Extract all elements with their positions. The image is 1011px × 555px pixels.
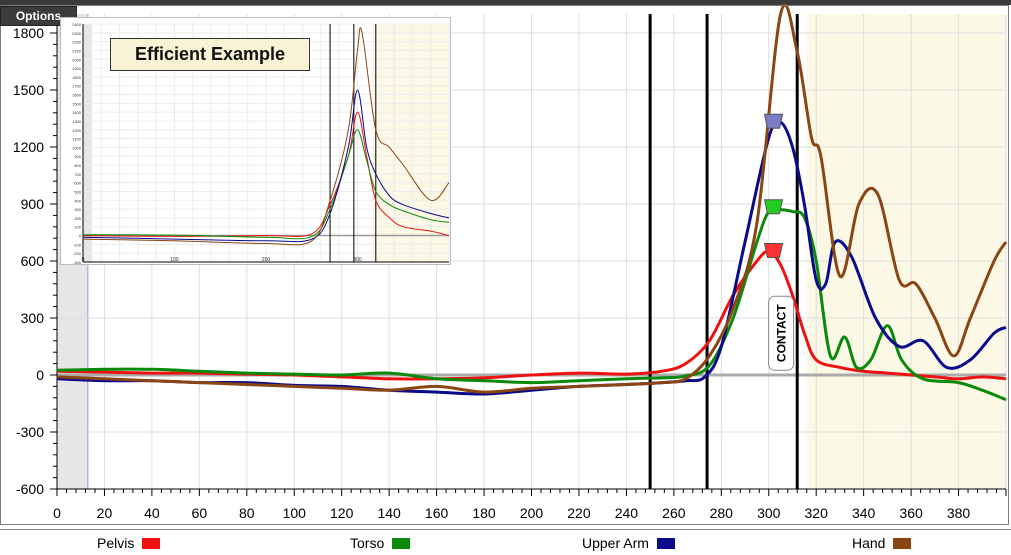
x-tick-label: 300: [757, 505, 781, 521]
inset-y-tick-label: -100: [73, 242, 82, 247]
inset-y-tick-label: 2200: [72, 40, 82, 45]
legend-swatch: [142, 538, 161, 549]
x-tick-label: 140: [377, 505, 401, 521]
window-top-bar: [0, 0, 1011, 5]
event-lines: [648, 14, 799, 489]
contact-label-box: [768, 295, 795, 371]
peak-markers: [763, 113, 784, 258]
axes: 0 20 40 60 80 100 120 140 160 180 200 220 240 260 280 3…: [13, 14, 1007, 521]
inset-y-tick-label: 2100: [72, 48, 82, 53]
x-tick-label: 340: [852, 505, 876, 521]
legend-item-upper-arm[interactable]: Upper Arm: [582, 535, 675, 551]
legend-item-hand[interactable]: Hand: [852, 535, 912, 551]
inset-y-tick-label: 500: [74, 189, 81, 194]
options-button[interactable]: Options: [0, 6, 77, 26]
inset-title: Efficient Example: [110, 38, 310, 71]
highlight-region: [806, 14, 1006, 489]
x-tick-label: 200: [520, 505, 544, 521]
inset-y-tick-label: 0: [79, 234, 82, 239]
inset-x-tick-label: 0: [82, 257, 85, 263]
legend-swatch: [656, 538, 675, 549]
inset-y-tick-label: 1700: [72, 84, 82, 89]
y-tick-label: 300: [21, 310, 45, 326]
x-tick-label: 320: [805, 505, 829, 521]
legend-label: Upper Arm: [582, 535, 649, 551]
inset-series-line-hand: [82, 27, 450, 246]
legend: Pelvis Torso Upper Arm Hand: [0, 529, 1011, 555]
legend-label: Hand: [852, 535, 886, 551]
x-tick-label: 0: [53, 505, 61, 521]
peak-marker-upper-arm: [763, 113, 784, 129]
x-tick-label: 360: [899, 505, 923, 521]
contact-annotation: CONTACT: [768, 295, 795, 371]
inset-y-tick-label: 1300: [72, 119, 82, 124]
x-tick-label: 240: [615, 505, 639, 521]
inset-series-line-upper-arm: [82, 89, 450, 243]
x-tick-label: 80: [239, 505, 255, 521]
x-tick-label: 260: [662, 505, 686, 521]
legend-item-torso[interactable]: Torso: [350, 535, 411, 551]
inset-chart: -300 -200 -100 0 100 200 300 400 500 600 700 800 900…: [72, 22, 450, 265]
peak-marker-pelvis: [763, 243, 784, 258]
y-tick-label: 900: [21, 196, 45, 212]
inset-y-tick-label: 1100: [72, 137, 81, 142]
inset-y-tick-label: -300: [73, 260, 82, 264]
x-tick-label: 20: [97, 505, 113, 521]
inset-x-tick-label: 100: [170, 257, 179, 263]
inset-x-tick-label: 200: [262, 257, 271, 263]
x-tick-label: 380: [947, 505, 971, 521]
y-tick-label: 1500: [13, 82, 44, 98]
inset-y-tick-label: 2300: [72, 31, 82, 36]
inset-y-tick-label: 1900: [72, 66, 82, 71]
x-tick-label: 100: [283, 505, 307, 521]
inset-series-line-pelvis: [82, 111, 450, 237]
inset-series-line-torso: [82, 129, 450, 240]
inset-y-tick-label: 100: [74, 225, 81, 230]
legend-swatch: [392, 538, 411, 549]
inset-y-tick-label: 900: [74, 154, 81, 159]
inset-y-tick-label: 1200: [72, 128, 82, 133]
inset-y-tick-label: 1800: [72, 75, 82, 80]
contact-label: CONTACT: [775, 304, 789, 362]
x-tick-label: 160: [425, 505, 449, 521]
x-tick-label: 280: [710, 505, 734, 521]
y-tick-label: 1800: [13, 25, 44, 41]
inset-y-tick-label: 200: [74, 216, 81, 221]
inset-y-tick-label: 2000: [72, 57, 82, 62]
series-line-torso: [56, 207, 1007, 402]
inset-y-tick-label: 400: [74, 198, 81, 203]
inset-y-tick-label: 1500: [72, 101, 82, 106]
series-group: [56, 3, 1008, 402]
inset-x-tick-label: 300: [353, 257, 362, 263]
y-tick-label: 1200: [13, 139, 44, 155]
inset-y-tick-label: 1000: [72, 145, 82, 150]
x-tick-label: 60: [192, 505, 208, 521]
x-tick-label: 180: [472, 505, 496, 521]
inset-y-tick-label: 1600: [72, 93, 82, 98]
x-tick-label: 220: [567, 505, 591, 521]
inset-y-tick-label: 2400: [72, 22, 82, 27]
inset-y-tick-label: 700: [74, 172, 81, 177]
y-tick-label: 600: [21, 253, 45, 269]
inset-y-tick-label: 800: [74, 163, 81, 168]
legend-item-pelvis[interactable]: Pelvis: [97, 535, 161, 551]
inset-highlight-region: [372, 24, 449, 262]
legend-swatch: [893, 538, 912, 549]
y-tick-label: -300: [16, 424, 44, 440]
inset-y-tick-label: 1400: [72, 110, 82, 115]
inset-y-tick-label: -200: [73, 251, 82, 256]
y-tick-label: -600: [16, 481, 44, 497]
x-tick-label: 120: [330, 505, 354, 521]
peak-marker-torso: [763, 199, 784, 215]
legend-label: Torso: [350, 535, 385, 551]
inset-pre-region: [83, 24, 93, 262]
series-line-hand: [56, 3, 1008, 394]
y-tick-label: 0: [36, 367, 44, 383]
legend-label: Pelvis: [97, 535, 135, 551]
x-tick-label: 40: [144, 505, 160, 521]
inset-y-tick-label: 300: [74, 207, 81, 212]
inset-y-tick-label: 600: [74, 181, 81, 186]
